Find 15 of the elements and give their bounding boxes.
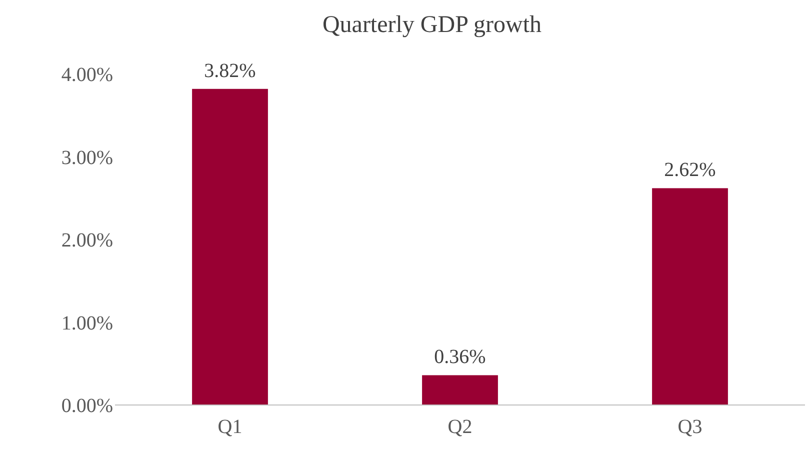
data-label: 3.82% [204, 60, 256, 82]
y-tick-label: 0.00% [61, 395, 113, 417]
y-tick-label: 2.00% [61, 230, 113, 252]
bar [652, 188, 728, 405]
chart-title: Quarterly GDP growth [322, 12, 542, 38]
x-tick-label: Q1 [218, 416, 242, 438]
data-label: 2.62% [664, 159, 716, 182]
y-tick-label: 3.00% [61, 146, 113, 169]
bar [192, 88, 268, 405]
y-tick-label: 1.00% [61, 312, 113, 334]
y-tick-label: 4.00% [61, 64, 113, 86]
x-tick-label: Q3 [678, 416, 702, 438]
data-label: 0.36% [434, 346, 486, 368]
x-tick-label: Q2 [448, 416, 472, 438]
bar [422, 375, 498, 405]
